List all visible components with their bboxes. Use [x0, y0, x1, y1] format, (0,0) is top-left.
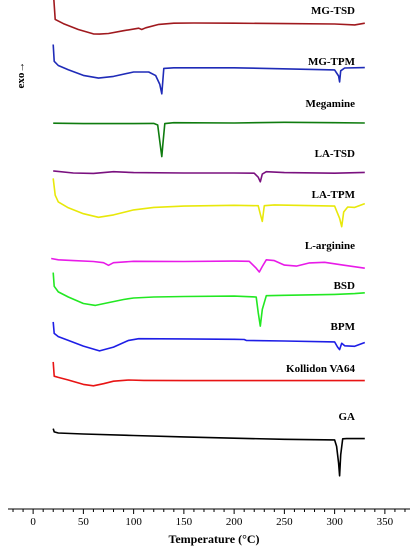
x-axis-ticks: 0 50 100 150 200 250 300 350 [12, 509, 406, 528]
series-label: Kollidon VA64 [286, 363, 355, 375]
series-label: Megamine [306, 98, 356, 110]
series-label: BPM [331, 321, 356, 333]
series-line-la-tpm [52, 178, 366, 228]
series-line-kollidon-va64 [52, 361, 365, 387]
series-line-mg-tsd [53, 0, 365, 35]
series-line-bsd [52, 272, 365, 327]
x-tick-label: 350 [377, 516, 394, 528]
series-label: MG-TSD [311, 5, 355, 17]
series-labels: MG-TSD MG-TPM Megamine LA-TSD LA-TPM L-argini… [286, 5, 356, 423]
series-label: BSD [334, 280, 355, 292]
x-tick-label: 0 [30, 516, 36, 528]
series-line-mg-tpm [52, 44, 365, 95]
series-line-ga [52, 428, 365, 477]
series-line-l-arginine [51, 257, 365, 273]
x-tick-label: 200 [226, 516, 243, 528]
series-curves [51, 0, 366, 477]
x-tick-label: 300 [326, 516, 343, 528]
series-label: L-arginine [305, 240, 355, 252]
x-tick-label: 100 [125, 516, 142, 528]
y-axis-title: exo→ [15, 62, 27, 89]
series-line-megamine [53, 121, 365, 158]
series-label: LA-TPM [312, 189, 356, 201]
x-axis-title: Temperature (°C) [168, 532, 259, 546]
x-tick-label: 150 [176, 516, 193, 528]
x-tick-label: 50 [78, 516, 90, 528]
series-line-bpm [52, 321, 366, 352]
series-label: MG-TPM [308, 56, 356, 68]
series-label: LA-TSD [315, 148, 355, 160]
x-tick-label: 250 [276, 516, 293, 528]
series-line-la-tsd [53, 170, 365, 183]
series-label: GA [339, 411, 356, 423]
